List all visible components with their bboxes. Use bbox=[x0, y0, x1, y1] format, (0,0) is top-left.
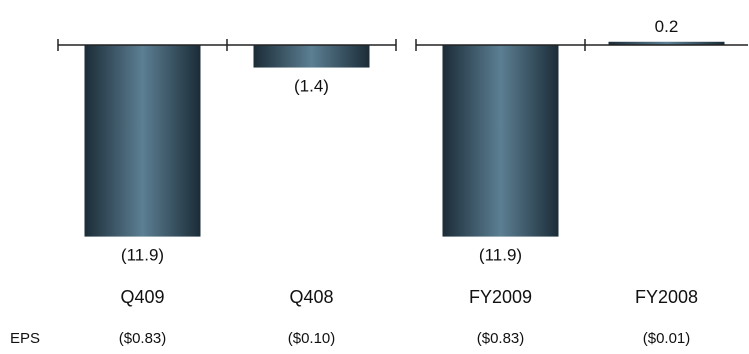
eps-row-label: EPS bbox=[10, 330, 40, 347]
bar-fy2008 bbox=[608, 41, 725, 45]
eps-label-q408: ($0.10) bbox=[288, 330, 336, 347]
value-label-q409: (11.9) bbox=[121, 246, 164, 265]
value-label-q408: (1.4) bbox=[294, 77, 329, 96]
value-label-fy2008: 0.2 bbox=[655, 17, 679, 36]
category-label-fy2008: FY2008 bbox=[635, 287, 698, 307]
eps-label-fy2008: ($0.01) bbox=[643, 330, 691, 347]
labels-layer: (11.9) Q409 ($0.83) (1.4) Q408 ($0.10) (11.9) F… bbox=[119, 17, 698, 347]
eps-label-q409: ($0.83) bbox=[119, 330, 167, 347]
bars-layer bbox=[84, 41, 725, 237]
bar-fy2009 bbox=[442, 45, 559, 237]
eps-label-fy2009: ($0.83) bbox=[477, 330, 525, 347]
category-label-q409: Q409 bbox=[120, 287, 164, 307]
category-label-q408: Q408 bbox=[289, 287, 333, 307]
category-label-fy2009: FY2009 bbox=[469, 287, 532, 307]
bar-q408 bbox=[253, 45, 370, 68]
bar-q409 bbox=[84, 45, 201, 237]
value-label-fy2009: (11.9) bbox=[479, 246, 522, 265]
axes-layer bbox=[57, 39, 748, 51]
